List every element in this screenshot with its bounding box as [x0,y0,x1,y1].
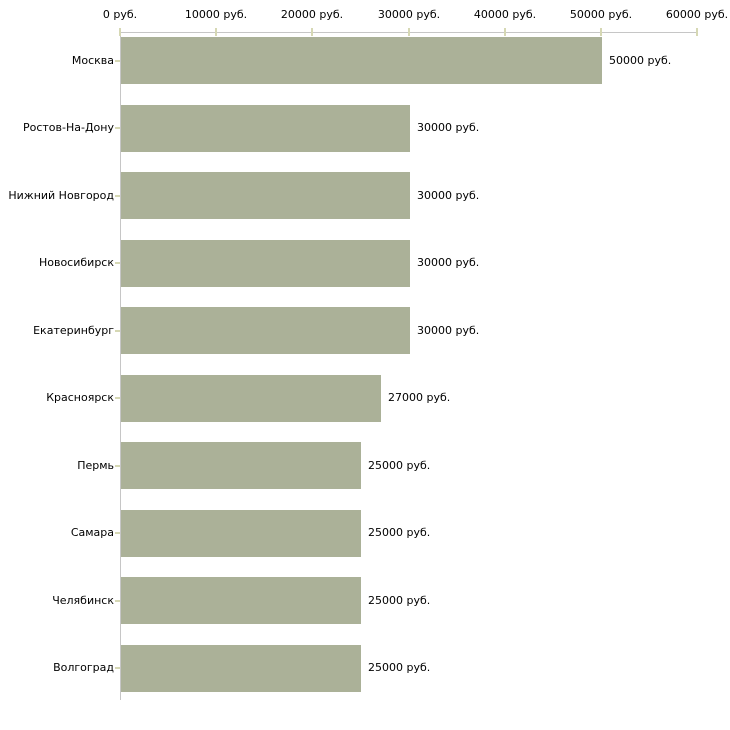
x-axis-tick-mark [696,28,698,36]
bar-1 [121,37,602,84]
value-label: 25000 руб. [368,526,431,539]
x-axis-tick-mark [504,28,506,36]
value-label: 25000 руб. [368,459,431,472]
x-axis-tick-label: 40000 руб. [473,8,537,21]
bar-2 [121,105,410,152]
category-label: Челябинск [52,594,114,607]
bar-9 [121,577,361,624]
category-label: Волгоград [53,661,114,674]
x-axis-tick-label: 50000 руб. [569,8,633,21]
category-label: Нижний Новгород [8,189,114,202]
bar-5 [121,307,410,354]
bar-6 [121,375,381,422]
x-axis-tick-label: 60000 руб. [665,8,729,21]
x-axis-tick-mark [311,28,313,36]
category-label: Екатеринбург [33,324,114,337]
value-label: 25000 руб. [368,661,431,674]
bar-8 [121,510,361,557]
bar-4 [121,240,410,287]
value-label: 50000 руб. [609,54,672,67]
y-axis-line [120,32,121,700]
value-label: 25000 руб. [368,594,431,607]
value-label: 27000 руб. [388,391,451,404]
x-axis-tick-mark [119,28,121,36]
category-tick-mark [115,532,120,534]
category-tick-mark [115,330,120,332]
value-label: 30000 руб. [417,256,480,269]
x-axis-tick-label: 30000 руб. [377,8,441,21]
category-label: Ростов-На-Дону [22,121,114,134]
category-tick-mark [115,465,120,467]
x-axis-tick-mark [215,28,217,36]
category-label: Пермь [77,459,114,472]
category-tick-mark [115,60,120,62]
bar-7 [121,442,361,489]
category-tick-mark [115,600,120,602]
category-label: Москва [71,54,114,67]
category-label: Красноярск [46,391,114,404]
category-label: Самара [70,526,114,539]
x-axis-tick-label: 10000 руб. [184,8,248,21]
x-axis-tick-label: 0 руб. [102,8,138,21]
x-axis-tick-label: 20000 руб. [280,8,344,21]
x-axis-tick-mark [600,28,602,36]
bar-10 [121,645,361,692]
category-tick-mark [115,127,120,129]
category-tick-mark [115,397,120,399]
bar-3 [121,172,410,219]
value-label: 30000 руб. [417,189,480,202]
category-tick-mark [115,667,120,669]
category-label: Новосибирск [38,256,114,269]
category-tick-mark [115,195,120,197]
x-axis-tick-mark [408,28,410,36]
value-label: 30000 руб. [417,324,480,337]
value-label: 30000 руб. [417,121,480,134]
category-tick-mark [115,262,120,264]
